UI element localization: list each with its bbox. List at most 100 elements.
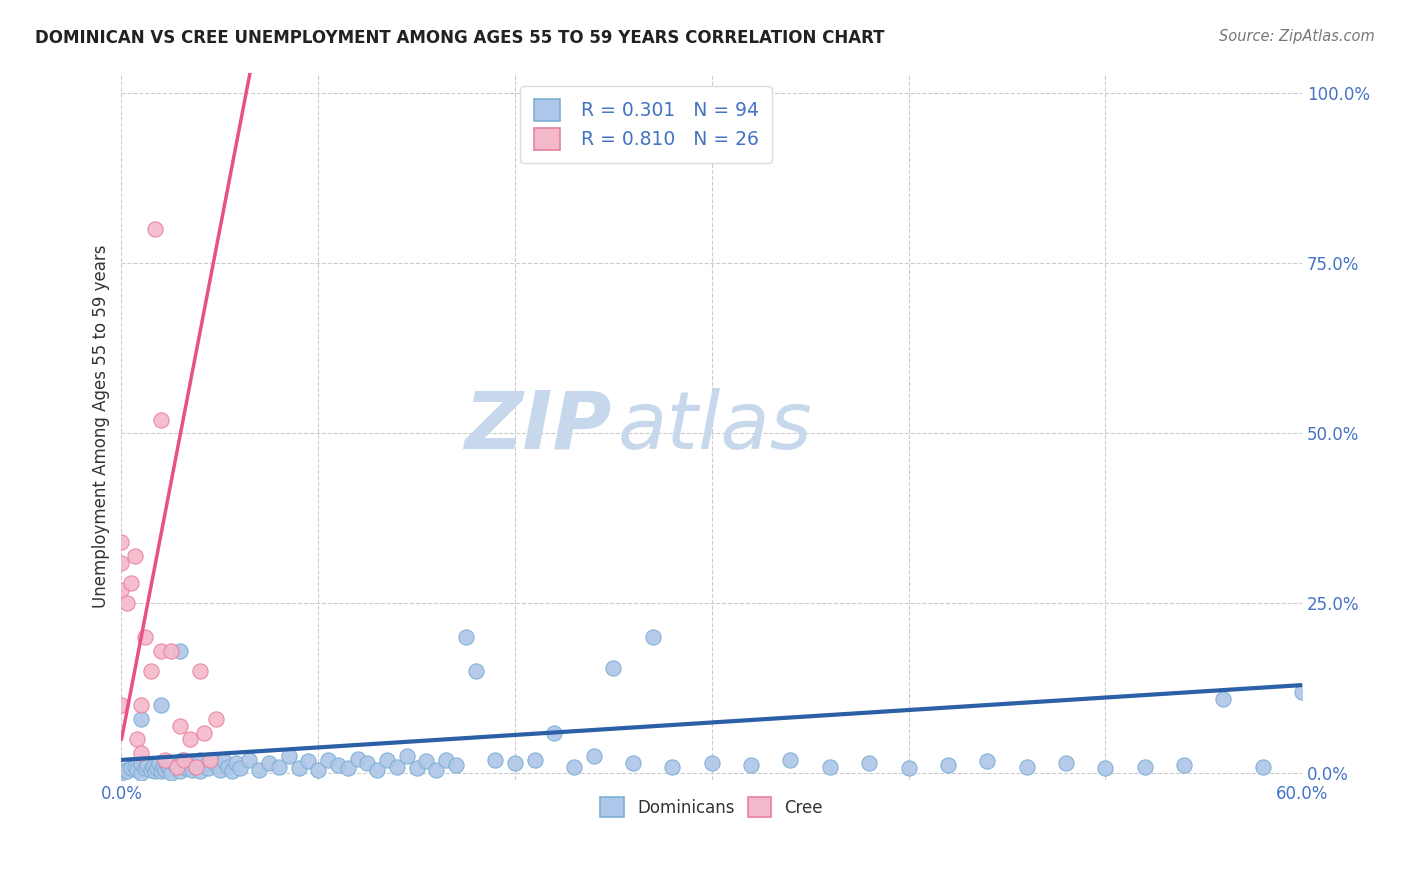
Point bbox=[181, 763, 204, 777]
Point bbox=[257, 756, 280, 771]
Point bbox=[124, 760, 146, 774]
Point bbox=[172, 753, 194, 767]
Point bbox=[134, 631, 156, 645]
Point bbox=[1251, 760, 1274, 774]
Point bbox=[129, 766, 152, 780]
Point bbox=[858, 756, 880, 771]
Point bbox=[193, 756, 215, 771]
Point bbox=[1212, 691, 1234, 706]
Point bbox=[169, 764, 191, 779]
Point bbox=[205, 758, 228, 772]
Point bbox=[127, 763, 149, 777]
Point bbox=[134, 761, 156, 775]
Point bbox=[395, 749, 418, 764]
Point bbox=[366, 763, 388, 777]
Point bbox=[149, 413, 172, 427]
Point bbox=[444, 758, 467, 772]
Point bbox=[129, 746, 152, 760]
Point bbox=[139, 763, 162, 777]
Point bbox=[153, 763, 176, 777]
Point bbox=[434, 753, 457, 767]
Point bbox=[454, 631, 477, 645]
Point bbox=[166, 760, 188, 774]
Point bbox=[562, 760, 585, 774]
Point bbox=[818, 760, 841, 774]
Point bbox=[1133, 760, 1156, 774]
Point bbox=[936, 758, 959, 772]
Point bbox=[1173, 758, 1195, 772]
Point bbox=[641, 631, 664, 645]
Point bbox=[186, 760, 208, 774]
Point bbox=[117, 764, 139, 779]
Point bbox=[120, 761, 142, 775]
Point bbox=[1094, 761, 1116, 775]
Point bbox=[287, 761, 309, 775]
Point bbox=[110, 766, 132, 780]
Point bbox=[143, 764, 166, 779]
Point bbox=[124, 549, 146, 563]
Point bbox=[159, 644, 181, 658]
Point bbox=[484, 753, 506, 767]
Point bbox=[117, 597, 139, 611]
Point bbox=[700, 756, 723, 771]
Point bbox=[143, 222, 166, 236]
Point bbox=[221, 764, 243, 779]
Point bbox=[166, 760, 188, 774]
Point bbox=[120, 576, 142, 591]
Point bbox=[188, 764, 211, 779]
Point bbox=[582, 749, 605, 764]
Point bbox=[197, 761, 219, 775]
Y-axis label: Unemployment Among Ages 55 to 59 years: Unemployment Among Ages 55 to 59 years bbox=[93, 245, 110, 608]
Point bbox=[179, 756, 201, 771]
Point bbox=[336, 761, 359, 775]
Point bbox=[152, 760, 174, 774]
Point bbox=[212, 754, 235, 768]
Point bbox=[503, 756, 526, 771]
Point bbox=[114, 763, 136, 777]
Point bbox=[740, 758, 762, 772]
Point bbox=[523, 753, 546, 767]
Point bbox=[316, 753, 339, 767]
Point bbox=[201, 753, 224, 767]
Legend: Dominicans, Cree: Dominicans, Cree bbox=[592, 789, 831, 825]
Point bbox=[228, 761, 250, 775]
Point bbox=[543, 725, 565, 739]
Point bbox=[415, 754, 437, 768]
Point bbox=[198, 753, 221, 767]
Point bbox=[267, 760, 290, 774]
Point bbox=[217, 760, 239, 774]
Point bbox=[346, 751, 368, 765]
Point bbox=[176, 761, 198, 775]
Point bbox=[897, 761, 920, 775]
Point bbox=[661, 760, 683, 774]
Point bbox=[188, 753, 211, 767]
Point bbox=[602, 661, 624, 675]
Point bbox=[326, 758, 349, 772]
Point bbox=[976, 754, 998, 768]
Point bbox=[110, 582, 132, 597]
Point bbox=[149, 644, 172, 658]
Point bbox=[1291, 685, 1313, 699]
Point bbox=[188, 665, 211, 679]
Point bbox=[186, 760, 208, 774]
Point bbox=[129, 698, 152, 713]
Point bbox=[110, 556, 132, 570]
Point bbox=[277, 749, 299, 764]
Point bbox=[425, 763, 447, 777]
Point bbox=[375, 753, 398, 767]
Point bbox=[149, 764, 172, 779]
Point bbox=[169, 719, 191, 733]
Point bbox=[238, 753, 260, 767]
Point bbox=[142, 760, 165, 774]
Point bbox=[205, 712, 228, 726]
Point bbox=[356, 756, 378, 771]
Point bbox=[159, 766, 181, 780]
Point bbox=[193, 725, 215, 739]
Point bbox=[110, 698, 132, 713]
Point bbox=[779, 753, 801, 767]
Text: Source: ZipAtlas.com: Source: ZipAtlas.com bbox=[1219, 29, 1375, 44]
Point bbox=[405, 761, 427, 775]
Point bbox=[153, 753, 176, 767]
Point bbox=[146, 761, 169, 775]
Point bbox=[208, 763, 231, 777]
